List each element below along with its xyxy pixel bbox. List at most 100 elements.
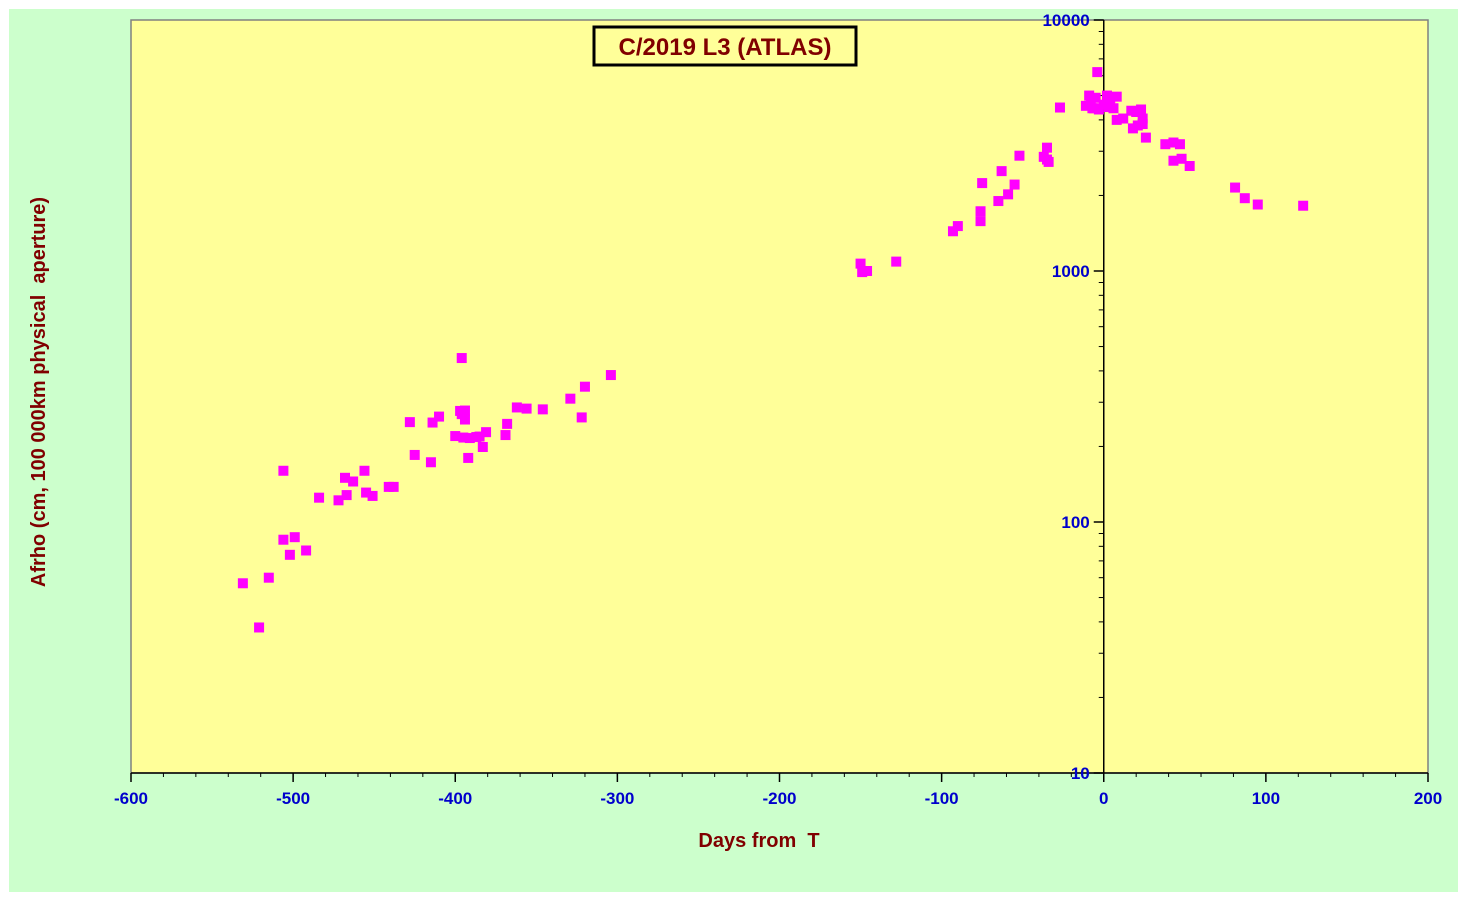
data-point <box>289 532 300 543</box>
data-point <box>1092 67 1103 78</box>
data-point <box>341 490 352 501</box>
data-point <box>388 481 399 492</box>
data-point <box>425 457 436 468</box>
data-point <box>1176 153 1187 164</box>
data-point <box>537 404 548 415</box>
data-point <box>254 622 265 633</box>
data-point <box>456 353 467 364</box>
data-point <box>359 465 370 476</box>
data-point <box>427 417 438 428</box>
data-point <box>1003 189 1014 200</box>
data-point <box>464 433 475 444</box>
data-point <box>263 572 274 583</box>
data-point <box>278 465 289 476</box>
y-tick-label: 1000 <box>1052 262 1090 281</box>
data-point <box>855 258 866 269</box>
x-tick-label: -200 <box>762 789 796 808</box>
data-point <box>1054 102 1065 113</box>
data-point <box>481 427 492 438</box>
data-point <box>1239 193 1250 204</box>
data-point <box>361 487 372 498</box>
data-point <box>474 431 485 442</box>
data-point <box>952 221 963 232</box>
data-point <box>1252 199 1263 210</box>
data-point <box>511 402 522 413</box>
data-point <box>975 206 986 217</box>
plot-area <box>130 19 1429 774</box>
data-point <box>605 370 616 381</box>
data-point <box>450 431 461 442</box>
x-tick-label: -500 <box>276 789 310 808</box>
data-point <box>996 166 1007 177</box>
data-point <box>1174 139 1185 150</box>
y-tick-label: 10 <box>1071 764 1090 783</box>
data-point <box>947 226 958 237</box>
data-point <box>367 490 378 501</box>
data-point <box>1137 119 1148 130</box>
x-axis-label: Days from T <box>698 830 819 852</box>
data-point <box>977 178 988 189</box>
data-point <box>502 418 513 429</box>
data-point <box>521 403 532 414</box>
x-tick-label: -300 <box>600 789 634 808</box>
axes-layer: -600 -500 -400 -300 -200 -100 0 100 200 10 100 1000… <box>114 11 1442 808</box>
chart-title-group: C/2019 L3 (ATLAS) <box>592 25 858 67</box>
data-point <box>1140 132 1151 143</box>
data-point <box>333 495 344 506</box>
data-point <box>1111 91 1122 102</box>
data-point <box>862 266 873 276</box>
points-layer <box>237 67 1309 633</box>
data-point <box>477 441 488 452</box>
data-point <box>1105 97 1116 108</box>
x-tick-label: -600 <box>114 789 148 808</box>
data-point <box>565 393 576 404</box>
data-point <box>1168 137 1179 148</box>
data-point <box>1009 179 1020 190</box>
data-point <box>1108 103 1119 114</box>
data-point <box>1084 90 1095 101</box>
y-tick-label: 100 <box>1061 513 1089 532</box>
data-point <box>458 432 469 443</box>
data-point <box>301 545 312 556</box>
data-point <box>891 256 902 267</box>
data-point <box>500 430 511 441</box>
data-point <box>434 411 445 422</box>
data-point <box>576 412 587 423</box>
data-point <box>278 534 289 545</box>
x-tick-label: 100 <box>1252 789 1280 808</box>
data-point <box>314 492 325 503</box>
data-point <box>1137 113 1148 124</box>
data-point <box>1168 155 1179 166</box>
x-tick-label: 200 <box>1414 789 1442 808</box>
data-point <box>459 414 470 425</box>
data-point <box>409 449 420 460</box>
data-point <box>1298 200 1309 211</box>
data-point <box>404 417 415 428</box>
y-axis-label: Afrho (cm, 100 000km physical aperture) <box>28 197 50 587</box>
data-point <box>1160 139 1171 150</box>
data-point <box>340 472 351 483</box>
x-tick-label: -100 <box>925 789 959 808</box>
data-point <box>1184 161 1195 172</box>
data-point <box>348 476 359 487</box>
data-point <box>1090 92 1101 103</box>
y-tick-label: 10000 <box>1042 11 1089 30</box>
data-point <box>1230 182 1241 193</box>
data-point <box>459 405 470 416</box>
data-point <box>1042 142 1053 153</box>
data-point <box>579 381 590 392</box>
data-point <box>463 452 474 463</box>
data-point <box>1043 156 1054 167</box>
data-point <box>1111 114 1122 125</box>
data-point <box>1118 113 1129 124</box>
data-point <box>1136 104 1147 115</box>
x-tick-label: 0 <box>1099 789 1108 808</box>
data-point <box>284 549 295 560</box>
chart-title: C/2019 L3 (ATLAS) <box>619 34 832 61</box>
data-point <box>1101 90 1112 101</box>
data-point <box>237 578 248 589</box>
data-point <box>975 216 986 227</box>
data-point <box>1014 150 1025 161</box>
